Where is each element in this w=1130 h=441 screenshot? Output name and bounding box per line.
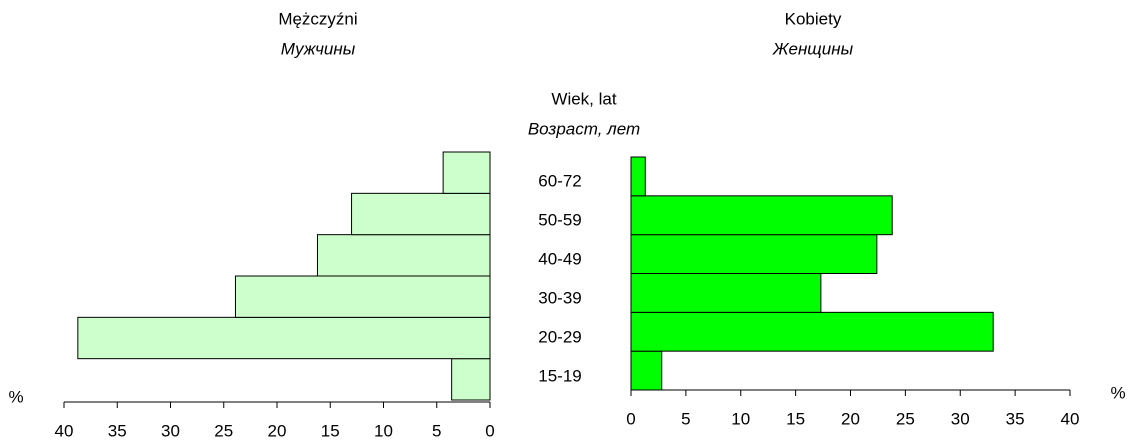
x-tick-label: 30 [161, 421, 180, 440]
bar [630, 311, 994, 352]
x-axis-label: % [1110, 383, 1125, 402]
x-tick-label: 30 [951, 409, 970, 428]
x-tick-label: 0 [626, 409, 635, 428]
bar [630, 156, 646, 197]
x-tick-label: 25 [214, 421, 233, 440]
x-tick-label: 5 [681, 409, 690, 428]
bar [316, 234, 491, 277]
category-label: 50-59 [538, 210, 581, 229]
category-axis-label: Возраст, лет [528, 119, 640, 138]
chart-title: Mężczyźni [278, 9, 357, 28]
x-tick-label: 40 [1061, 409, 1080, 428]
bar [442, 151, 491, 194]
category-axis-label: Wiek, lat [551, 89, 616, 108]
bar [234, 275, 491, 318]
x-tick-label: 15 [786, 409, 805, 428]
chart-title: Kobiety [785, 9, 842, 28]
x-tick-label: 5 [432, 421, 441, 440]
chart-subtitle: Мужчины [281, 39, 356, 58]
category-label: 20-29 [538, 327, 581, 346]
x-tick-label: 15 [321, 421, 340, 440]
x-tick-label: 20 [841, 409, 860, 428]
category-label: 40-49 [538, 249, 581, 268]
bar [451, 358, 491, 401]
x-tick-label: 20 [268, 421, 287, 440]
x-tick-label: 40 [55, 421, 74, 440]
x-tick-label: 0 [485, 421, 494, 440]
bar [630, 273, 822, 313]
x-axis-label: % [8, 387, 23, 406]
bar [630, 350, 663, 391]
x-tick-label: 35 [1006, 409, 1025, 428]
bar [630, 195, 893, 236]
bar [77, 316, 491, 360]
x-tick-label: 35 [108, 421, 127, 440]
chart-subtitle: Женщины [772, 39, 854, 58]
x-tick-label: 10 [731, 409, 750, 428]
x-tick-label: 10 [374, 421, 393, 440]
bar [351, 192, 491, 236]
bar [630, 234, 878, 275]
category-label: 15-19 [538, 366, 581, 385]
category-label: 30-39 [538, 288, 581, 307]
x-tick-label: 25 [896, 409, 915, 428]
category-label: 60-72 [538, 171, 581, 190]
